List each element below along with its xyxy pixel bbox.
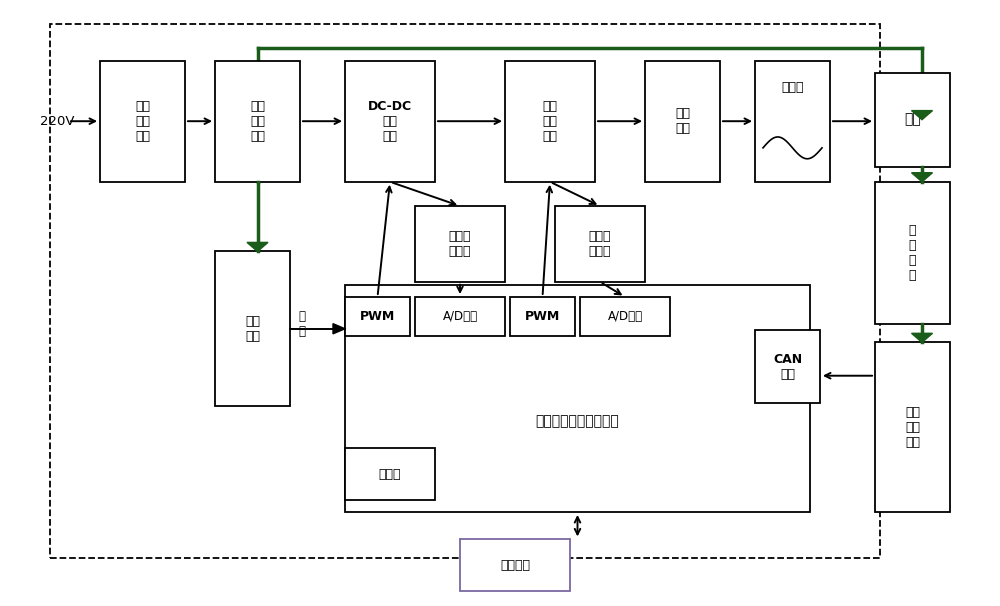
Text: PWM: PWM bbox=[525, 310, 560, 323]
Bar bbox=[345, 297, 410, 336]
Text: 供
电: 供 电 bbox=[298, 310, 306, 338]
Polygon shape bbox=[912, 333, 932, 342]
Text: 电流采
样电路: 电流采 样电路 bbox=[589, 230, 611, 258]
Bar bbox=[50, 24, 880, 558]
Text: 电压采
样电路: 电压采 样电路 bbox=[449, 230, 471, 258]
Bar bbox=[875, 342, 950, 512]
Text: CAN
通讯: CAN 通讯 bbox=[773, 353, 802, 381]
Bar bbox=[755, 330, 820, 403]
Text: 数
据
采
集: 数 据 采 集 bbox=[909, 224, 916, 282]
Text: 电池: 电池 bbox=[904, 113, 921, 127]
Bar bbox=[415, 297, 505, 336]
Text: 智能充电系统主控制器: 智能充电系统主控制器 bbox=[536, 414, 619, 428]
Bar bbox=[345, 448, 435, 500]
Text: A/D转换: A/D转换 bbox=[442, 310, 478, 323]
Text: 220V: 220V bbox=[40, 115, 74, 128]
Polygon shape bbox=[247, 242, 268, 251]
Bar bbox=[415, 206, 505, 282]
Text: 稳压
模块: 稳压 模块 bbox=[245, 315, 260, 343]
Text: 整流
滤波
模块: 整流 滤波 模块 bbox=[250, 100, 265, 142]
Text: 交流
变换
模块: 交流 变换 模块 bbox=[135, 100, 150, 142]
Bar bbox=[755, 61, 830, 182]
Bar bbox=[215, 251, 290, 406]
Bar bbox=[875, 73, 950, 167]
Text: 数据存储: 数据存储 bbox=[500, 559, 530, 571]
Bar bbox=[645, 61, 720, 182]
Text: 继电器: 继电器 bbox=[781, 81, 804, 94]
Text: A/D转换: A/D转换 bbox=[607, 310, 643, 323]
Text: PWM: PWM bbox=[360, 310, 395, 323]
Text: 直流
滤波: 直流 滤波 bbox=[675, 107, 690, 135]
Bar bbox=[345, 61, 435, 182]
Bar bbox=[875, 182, 950, 324]
Bar bbox=[505, 61, 595, 182]
Text: 电池
管理
系统: 电池 管理 系统 bbox=[905, 406, 920, 448]
Bar bbox=[100, 61, 185, 182]
Bar bbox=[215, 61, 300, 182]
Polygon shape bbox=[912, 110, 932, 120]
Bar bbox=[510, 297, 575, 336]
Polygon shape bbox=[912, 173, 932, 182]
Polygon shape bbox=[333, 324, 345, 334]
Bar bbox=[555, 206, 645, 282]
Bar bbox=[460, 539, 570, 591]
Bar bbox=[345, 285, 810, 512]
Text: 看门狗: 看门狗 bbox=[379, 468, 401, 481]
Text: 电流
变换
模块: 电流 变换 模块 bbox=[542, 100, 558, 142]
Text: DC-DC
变换
模块: DC-DC 变换 模块 bbox=[368, 100, 412, 142]
Bar bbox=[580, 297, 670, 336]
